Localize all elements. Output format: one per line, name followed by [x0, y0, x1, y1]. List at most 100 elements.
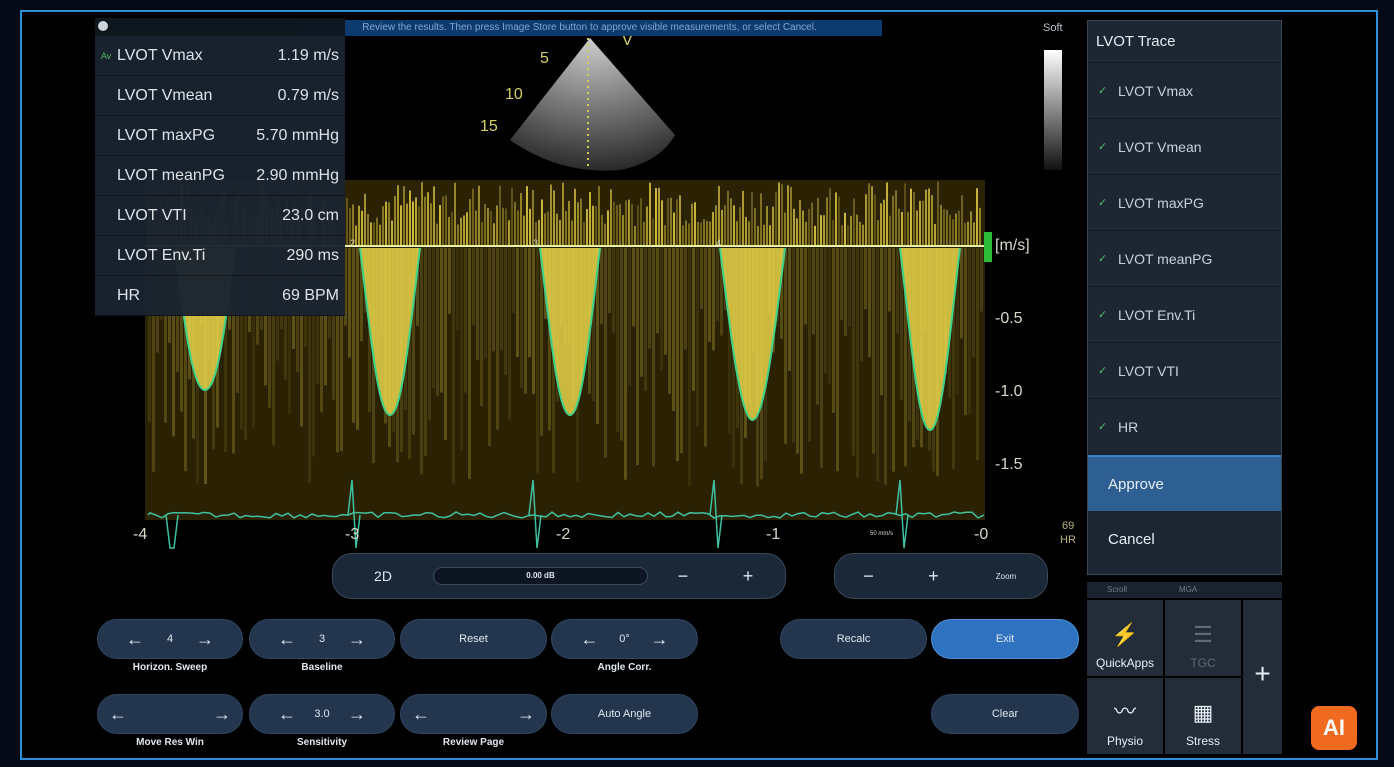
approve-button[interactable]: Approve	[1088, 455, 1281, 511]
arrow-right-icon[interactable]: →	[196, 628, 214, 649]
zoom-minus-button[interactable]: −	[863, 565, 874, 586]
arrow-right-icon[interactable]: →	[517, 703, 535, 724]
zoom-control: − + Zoom	[834, 553, 1048, 599]
measurement-checkbox-item[interactable]: ✓ HR	[1088, 399, 1281, 455]
stress-button[interactable]: ▦ Stress	[1165, 678, 1241, 754]
arrow-right-icon[interactable]: →	[348, 628, 366, 649]
panel-title: LVOT Trace	[1088, 21, 1281, 63]
scroll-label: Scroll	[1107, 585, 1128, 594]
tgc-button[interactable]: ☰ TGC	[1165, 600, 1241, 676]
cancel-button[interactable]: Cancel	[1108, 530, 1155, 548]
lightning-icon: ⚡	[1111, 622, 1139, 647]
beat-mark: 3	[533, 238, 539, 248]
measurement-checkbox-item[interactable]: ✓ LVOT Vmax	[1088, 63, 1281, 119]
arrow-right-icon[interactable]: →	[348, 703, 366, 724]
sensitivity-value: 3.0	[314, 708, 330, 720]
beat-mark: 4	[716, 238, 722, 248]
gain-minus-button[interactable]: −	[677, 565, 689, 586]
sensitivity-label: Sensitivity	[296, 737, 348, 748]
move-res-win-control: ← →	[97, 694, 243, 734]
velocity-tick: -1.5	[995, 456, 1023, 473]
check-icon: ✓	[1098, 85, 1108, 97]
arrow-left-icon[interactable]: ←	[109, 703, 127, 724]
arrow-left-icon[interactable]: ←	[412, 703, 430, 724]
measurement-checkbox-label: LVOT Vmean	[1118, 138, 1202, 155]
horizon-sweep-label: Horizon. Sweep	[132, 662, 208, 673]
measurement-row: LVOT meanPG 2.90 mmHg	[95, 156, 345, 196]
measurement-checkbox-item[interactable]: ✓ LVOT meanPG	[1088, 231, 1281, 287]
gain-plus-button[interactable]: +	[742, 565, 754, 586]
arrow-left-icon[interactable]: ←	[580, 628, 599, 649]
beat-mark: 2	[350, 238, 356, 248]
measurement-row: HR 69 BPM	[95, 276, 345, 316]
physio-button[interactable]: 〰 Physio	[1087, 678, 1163, 754]
review-page-control: ← →	[400, 694, 547, 734]
check-icon: ✓	[1098, 309, 1108, 321]
measurement-checkbox-item[interactable]: ✓ LVOT Env.Ti	[1088, 287, 1281, 343]
measurement-name: LVOT VTI	[117, 206, 187, 224]
auto-angle-button[interactable]: Auto Angle	[551, 694, 698, 734]
angle-corr-control: ← 0° →	[551, 619, 698, 659]
quickapps-label: QuickApps	[1095, 656, 1155, 670]
measurement-value: 2.90 mmHg	[256, 166, 339, 184]
measurement-name: HR	[117, 286, 141, 304]
measurement-selection-panel: LVOT Trace ✓ LVOT Vmax ✓ LVOT Vmean ✓ LVOT ma…	[1087, 20, 1282, 575]
reset-button[interactable]: Reset	[400, 619, 547, 659]
gain-slider[interactable]: 0.00 dB	[433, 567, 648, 585]
review-page-label: Review Page	[442, 737, 505, 748]
measurement-table: Av LVOT Vmax 1.19 m/s LVOT Vmean 0.79 m/s LVO…	[95, 18, 345, 316]
table-handle-icon[interactable]	[98, 21, 108, 31]
arrow-left-icon[interactable]: ←	[126, 628, 144, 649]
quickapps-button[interactable]: ⚡ QuickApps	[1087, 600, 1163, 676]
measurement-checkbox-label: HR	[1118, 418, 1139, 435]
clear-button[interactable]: Clear	[931, 694, 1079, 734]
zoom-plus-button[interactable]: +	[928, 565, 939, 586]
depth-label-15: 15	[480, 118, 498, 135]
measurement-checkbox-item[interactable]: ✓ LVOT maxPG	[1088, 175, 1281, 231]
measurement-checkbox-label: LVOT Env.Ti	[1118, 306, 1196, 323]
baseline-control: ← 3 →	[249, 619, 395, 659]
stress-grid-icon: ▦	[1192, 700, 1214, 725]
check-icon: ✓	[1098, 365, 1108, 377]
hr-value: 69	[1062, 520, 1075, 532]
time-tick: -2	[556, 526, 571, 543]
move-res-win-label: Move Res Win	[136, 737, 204, 748]
measurement-name: LVOT Vmean	[117, 86, 213, 104]
measurement-name: LVOT Env.Ti	[117, 246, 206, 264]
time-tick: -0	[974, 526, 989, 543]
tgc-icon: ☰	[1193, 622, 1213, 647]
instruction-banner: Review the results. Then press Image Sto…	[297, 20, 882, 36]
measurement-row: LVOT Vmean 0.79 m/s	[95, 76, 345, 116]
measurement-table-header[interactable]	[95, 18, 345, 36]
measurement-row: Av LVOT Vmax 1.19 m/s	[95, 36, 345, 76]
horizon-sweep-control: ← 4 →	[97, 619, 243, 659]
gain-control: 2D 0.00 dB − +	[332, 553, 786, 599]
time-tick: -4	[133, 526, 148, 543]
measurement-checkbox-item[interactable]: ✓ LVOT Vmean	[1088, 119, 1281, 175]
ai-badge: AI	[1311, 706, 1357, 750]
exit-button[interactable]: Exit	[931, 619, 1079, 659]
sensitivity-control: ← 3.0 →	[249, 694, 395, 734]
measurement-checkbox-label: LVOT VTI	[1118, 362, 1179, 379]
measurement-checkbox-item[interactable]: ✓ LVOT VTI	[1088, 343, 1281, 399]
measurement-name: LVOT meanPG	[117, 166, 225, 184]
mode-2d-button[interactable]: 2D	[374, 568, 392, 584]
image-marker: V	[622, 32, 633, 49]
time-tick: -3	[345, 526, 360, 543]
stress-label: Stress	[1185, 734, 1220, 748]
add-button[interactable]: +	[1243, 600, 1282, 754]
check-icon: ✓	[1098, 253, 1108, 265]
2d-sector-image	[510, 38, 675, 171]
measurement-checkbox-label: LVOT meanPG	[1118, 250, 1213, 267]
arrow-left-icon[interactable]: ←	[278, 628, 296, 649]
icon-panel-header: Scroll MGA	[1087, 582, 1282, 598]
arrow-left-icon[interactable]: ←	[278, 703, 296, 724]
arrow-right-icon[interactable]: →	[213, 703, 231, 724]
baseline-marker	[984, 232, 992, 262]
angle-corr-value: 0°	[619, 633, 630, 645]
measurement-name: LVOT Vmax	[117, 46, 203, 64]
measurement-row: LVOT maxPG 5.70 mmHg	[95, 116, 345, 156]
depth-label-5: 5	[540, 50, 549, 67]
recalc-button[interactable]: Recalc	[780, 619, 927, 659]
arrow-right-icon[interactable]: →	[650, 628, 669, 649]
